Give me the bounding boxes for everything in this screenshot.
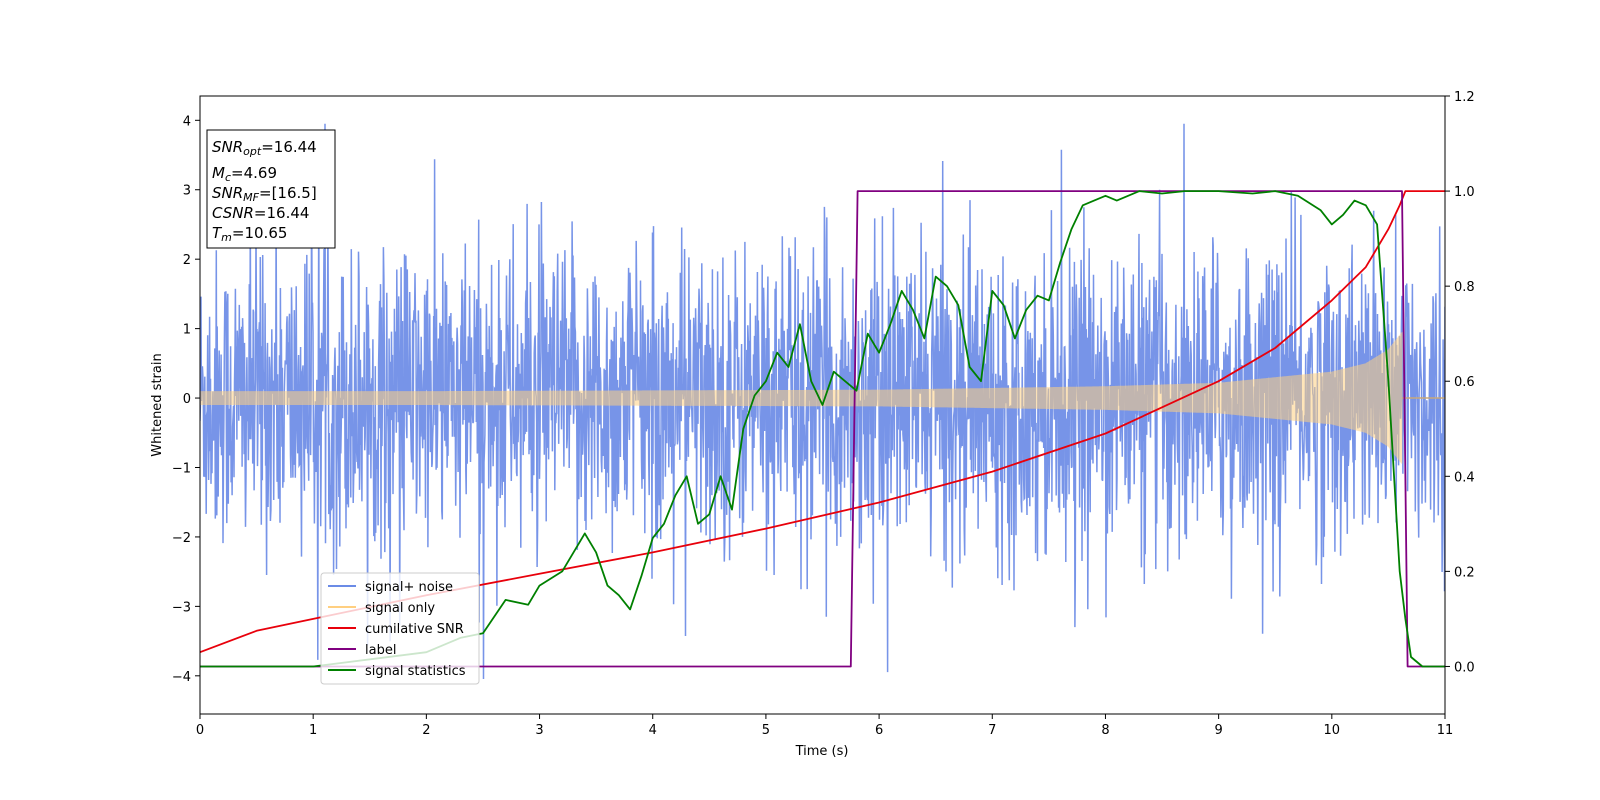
y-right-tick-label: 1.0	[1454, 185, 1475, 200]
y-right-tick-label: 0.4	[1454, 470, 1475, 485]
x-tick-label: 0	[196, 723, 204, 738]
x-tick-label: 9	[1214, 723, 1222, 738]
legend-label: signal statistics	[365, 664, 466, 679]
legend-label: cumilative SNR	[365, 622, 464, 637]
y-axis-left: −4 −3 −2 −1 0 1 2 3 4	[172, 114, 200, 685]
signal-only-line	[200, 332, 1403, 464]
x-tick-label: 8	[1101, 723, 1109, 738]
legend-label: signal+ noise	[365, 580, 453, 595]
y-left-tick-label: 4	[183, 114, 191, 129]
y-left-tick-label: 3	[183, 184, 191, 199]
x-tick-label: 5	[762, 723, 770, 738]
signal-statistics-line	[200, 190, 1445, 668]
legend-frame	[320, 572, 480, 685]
y-right-tick-label: 0.8	[1454, 280, 1475, 295]
x-tick-label: 11	[1437, 723, 1454, 738]
parameter-annotation: Tm=10.65	[212, 224, 287, 244]
plot-frame	[199, 95, 1446, 715]
x-tick-label: 3	[535, 723, 543, 738]
x-tick-label: 4	[649, 723, 657, 738]
x-axis-label: Time (s)	[795, 744, 849, 759]
signal-only-series	[200, 332, 1445, 464]
parameter-annotation: CSNR=16.44	[212, 204, 309, 222]
x-tick-label: 1	[309, 723, 317, 738]
y-left-tick-label: 1	[183, 323, 191, 338]
x-tick-label: 7	[988, 723, 996, 738]
x-tick-label: 10	[1324, 723, 1341, 738]
x-axis: 0 1 2 3 4 5 6 7 8 9 10 11	[196, 714, 1453, 738]
info-box-frame	[206, 129, 336, 249]
x-tick-label: 2	[422, 723, 430, 738]
y-right-tick-label: 0.2	[1454, 565, 1475, 580]
y-left-tick-label: −2	[172, 531, 191, 546]
y-axis-right: 0.0 0.2 0.4 0.6 0.8 1.0 1.2	[1445, 90, 1475, 675]
y-left-tick-label: 0	[183, 392, 191, 407]
y-axis-label: Whitened strain	[150, 353, 165, 456]
legend-label: signal only	[365, 601, 435, 616]
y-left-tick-label: −3	[172, 600, 191, 615]
y-left-tick-label: 2	[183, 253, 191, 268]
x-tick-label: 6	[875, 723, 883, 738]
y-right-tick-label: 0.6	[1454, 375, 1475, 390]
y-left-tick-label: −4	[172, 670, 191, 685]
y-left-tick-label: −1	[172, 461, 191, 476]
legend-label: label	[365, 643, 396, 658]
parameter-annotation: Mc=4.69	[212, 164, 277, 184]
y-right-tick-label: 1.2	[1454, 90, 1475, 105]
parameter-annotation-box: SNRopt=16.44 Mc=4.69SNRMF=[16.5]CSNR=16.4…	[206, 129, 336, 249]
y-right-tick-label: 0.0	[1454, 660, 1475, 675]
parameter-annotation: SNRopt=16.44	[212, 138, 317, 158]
label-line	[200, 190, 1445, 668]
legend: signal+ noise signal only cumilative SNR la…	[320, 572, 480, 685]
parameter-annotation: SNRMF=[16.5]	[212, 184, 317, 204]
